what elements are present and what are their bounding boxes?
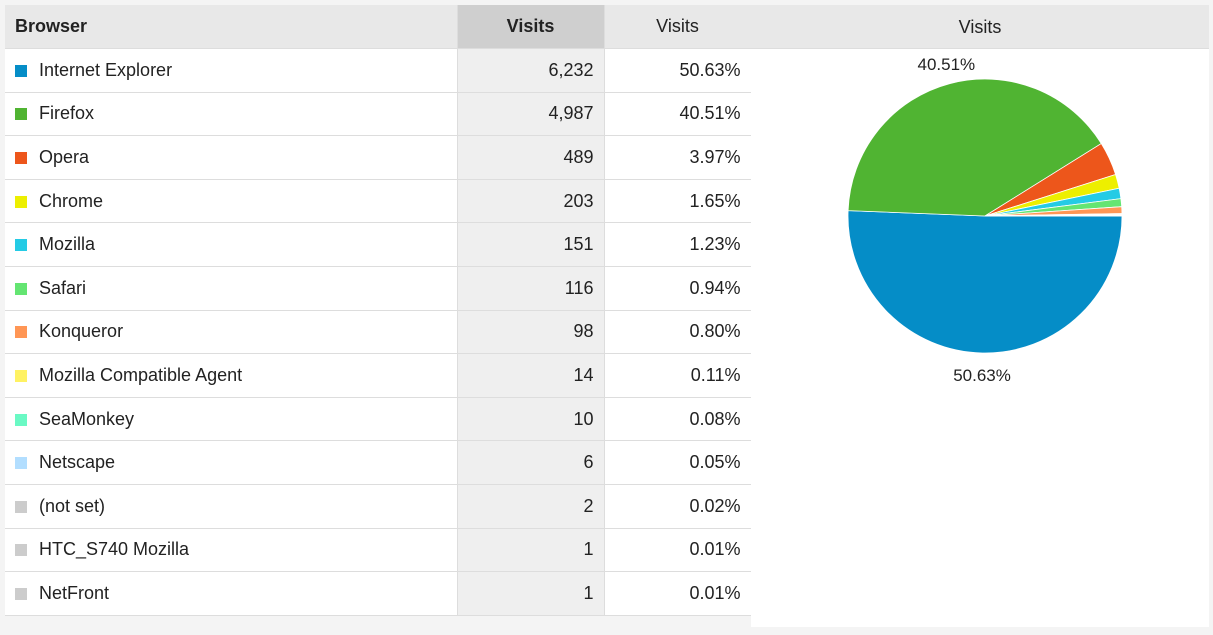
color-swatch xyxy=(15,239,27,252)
table-row: Netscape 6 0.05% xyxy=(5,440,752,486)
browser-cell: NetFront xyxy=(5,571,458,616)
percent-cell: 1.23% xyxy=(604,222,752,268)
browser-name: Konqueror xyxy=(39,321,124,342)
column-header[interactable]: Browser xyxy=(5,5,458,50)
percent-cell: 0.08% xyxy=(604,397,752,442)
visits-cell: 6,232 xyxy=(457,48,605,93)
browser-name: Netscape xyxy=(39,452,116,473)
browser-name: NetFront xyxy=(39,583,110,604)
visits-cell: 2 xyxy=(457,484,605,529)
visits-cell: 203 xyxy=(457,179,605,224)
browser-cell: SeaMonkey xyxy=(5,397,458,442)
browser-cell: (not set) xyxy=(5,484,458,529)
percent-cell: 3.97% xyxy=(604,135,752,180)
table-row: NetFront 1 0.01% xyxy=(5,571,752,616)
percent-cell: 40.51% xyxy=(604,92,752,137)
column-header[interactable]: Visits xyxy=(457,5,605,50)
table-row: Mozilla Compatible Agent 14 0.11% xyxy=(5,353,752,398)
table-row: Chrome 203 1.65% xyxy=(5,179,752,224)
color-swatch xyxy=(15,370,27,383)
browser-cell: Mozilla Compatible Agent xyxy=(5,353,458,398)
color-swatch xyxy=(15,152,27,165)
percent-cell: 0.01% xyxy=(604,528,752,573)
percent-cell: 0.01% xyxy=(604,571,752,616)
browser-cell: Mozilla xyxy=(5,222,458,268)
table-row: Mozilla 151 1.23% xyxy=(5,222,752,268)
browser-name: Mozilla Compatible Agent xyxy=(39,365,243,386)
percent-cell: 1.65% xyxy=(604,179,752,224)
color-swatch xyxy=(15,195,27,208)
browser-name: SeaMonkey xyxy=(39,408,135,429)
color-swatch xyxy=(15,64,27,77)
table-row: Firefox 4,987 40.51% xyxy=(5,92,752,137)
table-row: Konqueror 98 0.80% xyxy=(5,310,752,355)
browser-cell: HTC_S740 Mozilla xyxy=(5,528,458,573)
color-swatch xyxy=(15,588,27,601)
pie-slice xyxy=(847,78,1102,217)
browser-cell: Netscape xyxy=(5,440,458,486)
browser-cell: Konqueror xyxy=(5,310,458,355)
color-swatch xyxy=(15,413,27,426)
table-row: Opera 489 3.97% xyxy=(5,135,752,180)
percent-cell: 0.02% xyxy=(604,484,752,529)
browser-cell: Opera xyxy=(5,135,458,180)
browser-cell: Chrome xyxy=(5,179,458,224)
pie-slice xyxy=(847,210,1123,354)
visits-cell: 116 xyxy=(457,266,605,311)
browser-cell: Internet Explorer xyxy=(5,48,458,93)
data-table: Browser Visits Visits Internet Explorer 6… xyxy=(5,5,752,616)
visits-cell: 151 xyxy=(457,222,605,268)
browser-name: Internet Explorer xyxy=(39,59,173,80)
browser-name: Opera xyxy=(39,147,90,168)
visits-cell: 4,987 xyxy=(457,92,605,137)
percent-cell: 0.11% xyxy=(604,353,752,398)
pie-chart: 50.63% 40.51% xyxy=(847,55,1123,385)
slice-label: 40.51% xyxy=(917,55,975,74)
visits-cell: 14 xyxy=(457,353,605,398)
slice-label: 50.63% xyxy=(953,366,1011,385)
percent-cell: 0.05% xyxy=(604,440,752,486)
table-row: Internet Explorer 6,232 50.63% xyxy=(5,48,752,93)
visits-cell: 98 xyxy=(457,310,605,355)
color-swatch xyxy=(15,108,27,121)
browser-name: (not set) xyxy=(39,495,106,516)
table-row: SeaMonkey 10 0.08% xyxy=(5,397,752,442)
percent-cell: 50.63% xyxy=(604,48,752,93)
table-row: (not set) 2 0.02% xyxy=(5,484,752,529)
percent-cell: 0.80% xyxy=(604,310,752,355)
table-row: HTC_S740 Mozilla 1 0.01% xyxy=(5,528,752,573)
browser-cell: Firefox xyxy=(5,92,458,137)
color-swatch xyxy=(15,457,27,470)
color-swatch xyxy=(15,282,27,295)
visits-cell: 6 xyxy=(457,440,605,486)
browser-name: Chrome xyxy=(39,190,104,211)
visits-cell: 489 xyxy=(457,135,605,180)
browser-name: Mozilla xyxy=(39,234,96,255)
browser-cell: Safari xyxy=(5,266,458,311)
visits-cell: 1 xyxy=(457,528,605,573)
color-swatch xyxy=(15,500,27,513)
browser-name: Safari xyxy=(39,277,87,298)
table-row: Safari 116 0.94% xyxy=(5,266,752,311)
visits-cell: 1 xyxy=(457,571,605,616)
color-swatch xyxy=(15,544,27,557)
browser-name: HTC_S740 Mozilla xyxy=(39,539,190,560)
browser-name: Firefox xyxy=(39,103,95,124)
percent-cell: 0.94% xyxy=(604,266,752,311)
color-swatch xyxy=(15,326,27,339)
visits-cell: 10 xyxy=(457,397,605,442)
column-header[interactable]: Visits xyxy=(604,5,752,50)
chart-title: Visits xyxy=(751,5,1209,49)
